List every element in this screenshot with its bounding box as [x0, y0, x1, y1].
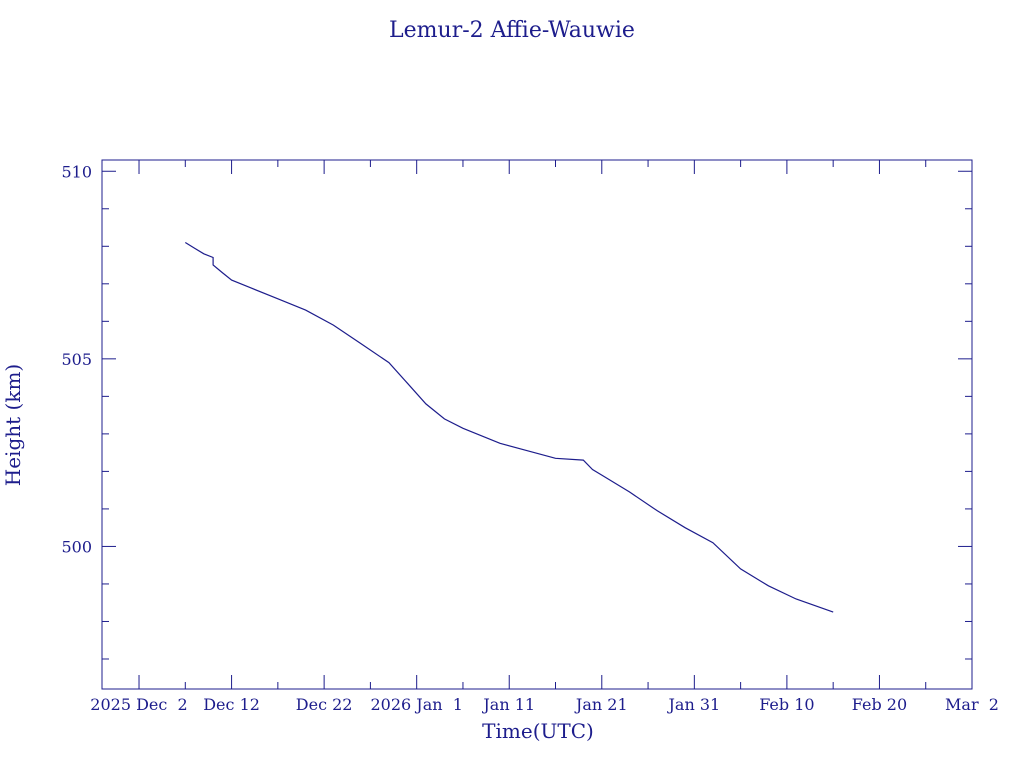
x-tick-label: Dec 22: [296, 695, 353, 714]
x-tick-label: Jan 21: [574, 695, 628, 714]
x-tick-label: Feb 20: [852, 695, 907, 714]
axis-ticks: [102, 160, 973, 689]
x-tick-label: Jan 31: [666, 695, 720, 714]
y-axis-label: Height (km): [1, 364, 25, 486]
x-tick-label: Jan 11: [481, 695, 535, 714]
x-tick-label: Mar 2: [945, 695, 999, 714]
x-tick-label: Feb 10: [759, 695, 814, 714]
y-tick-label: 510: [61, 162, 92, 181]
y-tick-label: 505: [61, 350, 92, 369]
x-tick-label: 2025 Dec 2: [90, 695, 187, 714]
tick-labels: 2025 Dec 2 Dec 12 Dec 22 2026 Jan 1 Jan 11 Ja…: [61, 162, 999, 714]
chart-title: Lemur-2 Affie-Wauwie: [389, 18, 635, 43]
x-tick-label: 2026 Jan 1: [370, 695, 462, 714]
series-line: [184, 241, 834, 613]
x-tick-label: Dec 12: [203, 695, 260, 714]
y-tick-label: 500: [61, 537, 92, 556]
x-axis-label: Time(UTC): [482, 719, 594, 743]
plot-frame: [101, 159, 973, 690]
